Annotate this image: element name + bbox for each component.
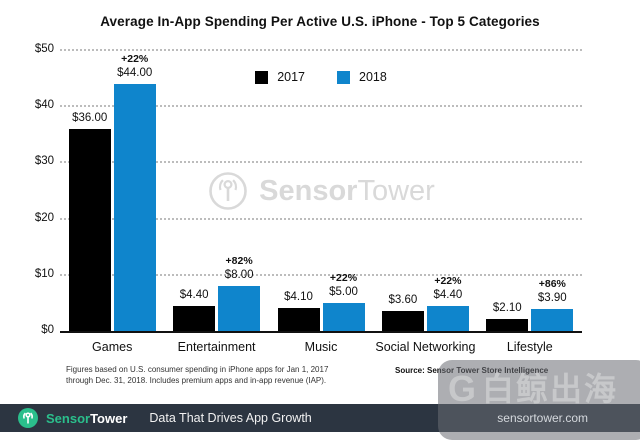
footnote-line-2: through Dec. 31, 2018. Includes premium … — [66, 376, 327, 385]
bar-2018-lifestyle — [531, 309, 574, 331]
bar-2017-games — [68, 128, 111, 331]
bar-2018-social-networking — [426, 306, 469, 331]
gridline-10 — [60, 273, 582, 276]
gridline-20 — [60, 217, 582, 220]
legend-item-2017: 2017 — [255, 70, 305, 84]
y-tick-label-40: $40 — [34, 99, 54, 112]
source-attribution: Source: Sensor Tower Store Intelligence — [395, 366, 549, 375]
chart-title: Average In-App Spending Per Active U.S. … — [100, 14, 540, 29]
bar-2018-music — [322, 302, 365, 331]
value-label-2017: $3.60 — [388, 293, 418, 306]
y-tick-label-0: $0 — [41, 324, 54, 336]
y-tick-label-20: $20 — [34, 211, 54, 224]
legend-label-2018: 2018 — [359, 70, 387, 84]
gridline-40 — [60, 105, 582, 108]
chart-legend: 2017 2018 — [60, 70, 582, 84]
category-label-social-networking: Social Networking — [375, 340, 476, 354]
legend-label-2017: 2017 — [277, 70, 305, 84]
category-label-games: Games — [92, 340, 133, 354]
x-axis-line — [60, 331, 582, 333]
footer-brand-bar: SensorTower Data That Drives App Growth — [0, 404, 640, 432]
value-label-2017: $2.10 — [492, 302, 522, 315]
pct-change-label: +86% — [538, 278, 566, 291]
category-label-music: Music — [304, 340, 338, 354]
bar-2017-entertainment — [173, 306, 216, 331]
legend-item-2018: 2018 — [337, 70, 387, 84]
bar-2018-games — [113, 83, 156, 331]
pct-change-label: +22% — [121, 52, 149, 65]
legend-swatch-2017 — [255, 70, 269, 84]
value-label-2018: $4.40 — [433, 289, 463, 302]
category-label-entertainment: Entertainment — [177, 340, 256, 354]
y-tick-label-50: $50 — [34, 43, 54, 55]
value-label-2017: $36.00 — [72, 111, 108, 124]
bar-2018-entertainment — [218, 286, 261, 331]
value-label-2018: $3.90 — [537, 292, 567, 305]
value-label-2017: $4.40 — [179, 289, 209, 302]
value-label-2018: $5.00 — [329, 285, 358, 298]
pct-change-label: +22% — [434, 275, 462, 288]
gridline-30 — [60, 161, 582, 164]
y-tick-label-30: $30 — [34, 155, 54, 168]
category-label-lifestyle: Lifestyle — [506, 340, 553, 354]
chart-footnote: Figures based on U.S. consumer spending … — [66, 364, 396, 386]
footer-brand-name: SensorTower — [46, 410, 128, 426]
gridline-50 — [60, 49, 582, 51]
bar-2017-music — [277, 307, 320, 331]
bar-2017-lifestyle — [486, 319, 529, 331]
value-label-2018: $44.00 — [117, 66, 153, 79]
pct-change-label: +82% — [225, 255, 253, 268]
footer-tagline: Data That Drives App Growth — [149, 411, 312, 425]
value-label-2017: $4.10 — [284, 290, 313, 303]
sensor-tower-footer-logo-icon — [18, 408, 38, 428]
value-label-2018: $8.00 — [224, 269, 254, 282]
legend-swatch-2018 — [337, 70, 350, 84]
y-tick-label-10: $10 — [34, 267, 54, 280]
footnote-line-1: Figures based on U.S. consumer spending … — [66, 365, 329, 374]
pct-change-label: +22% — [329, 271, 358, 284]
bar-2017-social-networking — [381, 310, 424, 331]
